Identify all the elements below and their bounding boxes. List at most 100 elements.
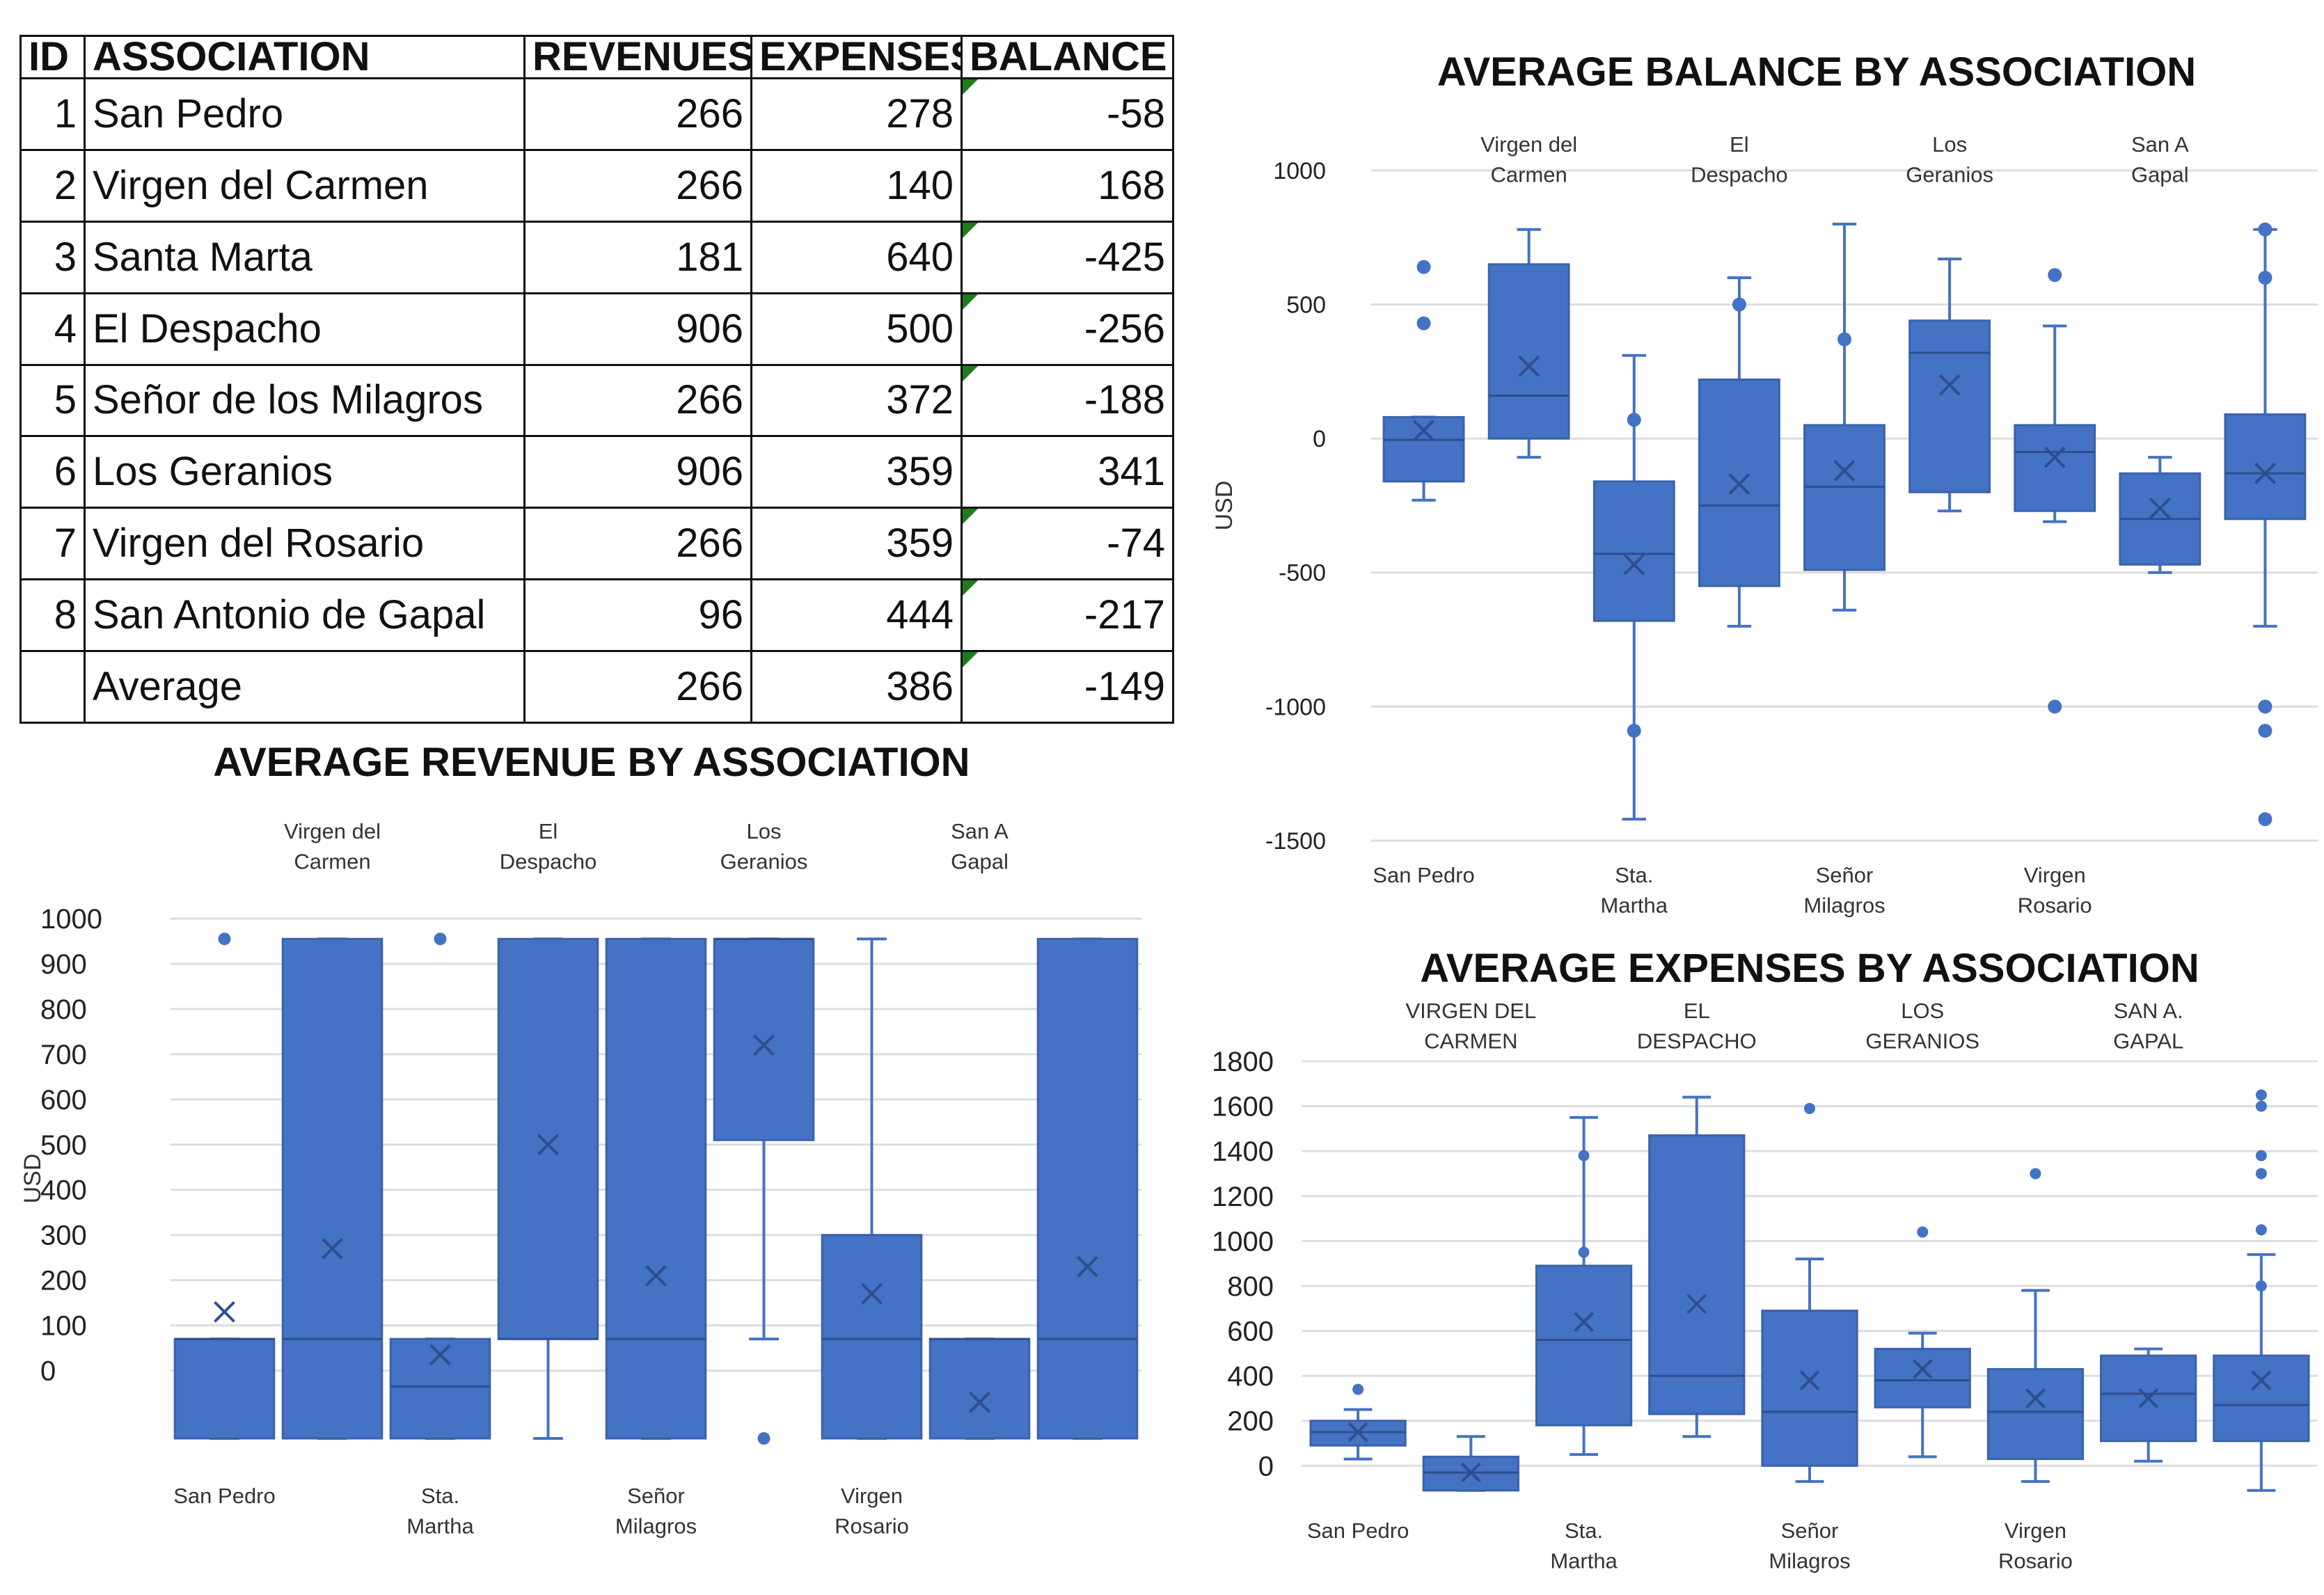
chart-1-y-tick-label: 600 xyxy=(40,1085,87,1116)
chart-0-y-tick-label: -500 xyxy=(1279,560,1326,587)
table-cell-revenues: 181 xyxy=(523,220,752,294)
chart-0-outlier-point xyxy=(2048,268,2062,283)
table-cell-expenses: 359 xyxy=(750,435,963,509)
chart-2-category-label: EL xyxy=(1684,1002,1710,1023)
chart-2-y-tick-label: 800 xyxy=(1227,1271,1274,1302)
chart-0-category-label: Virgen xyxy=(2024,863,2086,887)
chart-1-y-tick-label: 900 xyxy=(40,949,87,980)
chart-1-outlier-point xyxy=(434,933,447,946)
chart-1-category-label: Sta. xyxy=(421,1484,459,1508)
chart-2-mean-marker xyxy=(2025,1388,2046,1408)
chart-1-mean-marker xyxy=(969,1391,990,1413)
chart-1-category-label: Despacho xyxy=(500,849,597,873)
table-cell-id: 7 xyxy=(19,507,86,581)
chart-1-box xyxy=(1036,937,1139,1440)
table-cell-expenses: 140 xyxy=(750,148,963,223)
table-cell-id: 1 xyxy=(19,77,86,151)
table-body: 1 San Pedro 266 278 -58 2 Virgen del Carmen 266… xyxy=(19,77,1174,724)
chart-1-mean-marker xyxy=(429,1344,451,1366)
chart-1-mean-marker xyxy=(1077,1255,1098,1278)
chart-0-mean-marker xyxy=(2044,446,2066,468)
chart-2-y-tick-label: 0 xyxy=(1258,1451,1274,1482)
balance-chart-title: AVERAGE BALANCE BY ASSOCIATION xyxy=(1437,49,2197,95)
chart-0-category-label: Milagros xyxy=(1803,893,1885,917)
table-cell-id: 6 xyxy=(19,435,86,509)
chart-1-y-tick-label: 0 xyxy=(40,1356,56,1387)
table-cell-id: 5 xyxy=(19,363,86,438)
table-row: 6 Los Geranios 906 359 341 xyxy=(19,435,1174,509)
chart-1-mean-marker xyxy=(645,1264,667,1287)
chart-0-category-label: Los xyxy=(1932,132,1967,157)
table-row: 7 Virgen del Rosario 266 359 -74 xyxy=(19,507,1174,581)
chart-0-y-axis-label: USD xyxy=(1211,481,1238,531)
chart-0-box xyxy=(1487,263,1570,440)
table-cell-association: El Despacho xyxy=(84,292,525,366)
table-cell-association: Virgen del Rosario xyxy=(84,507,525,581)
chart-1-mean-marker xyxy=(537,1134,559,1156)
chart-1-category-label: Virgen xyxy=(841,1484,903,1508)
chart-2-mean-marker xyxy=(1912,1358,1933,1379)
chart-2-category-label: San Pedro xyxy=(1307,1518,1409,1543)
chart-0-category-label: El xyxy=(1730,132,1749,157)
balance-box-chart: 1000 500 0 -500 -1000 -1500 USD Virgen del Carme… xyxy=(1211,132,2318,917)
chart-2-outlier-point xyxy=(2255,1168,2267,1180)
chart-1-mean-marker xyxy=(753,1034,775,1056)
chart-2-y-tick-label: 600 xyxy=(1227,1317,1274,1347)
chart-0-category-label: San A xyxy=(2131,132,2189,157)
chart-0-outlier-point xyxy=(1837,332,1851,347)
chart-2-y-tick-label: 1800 xyxy=(1212,1047,1274,1077)
table-cell-association: Santa Marta xyxy=(84,220,525,294)
revenue-box-chart: 10009008007006005004003002001000USDVirge… xyxy=(19,819,1141,1538)
chart-0-category-label: Virgen del xyxy=(1480,132,1577,157)
table-cell-association: Virgen del Carmen xyxy=(84,148,525,223)
chart-1-box xyxy=(605,937,707,1440)
table-row: 8 San Antonio de Gapal 96 444 -217 xyxy=(19,578,1174,652)
table-cell-revenues: 266 xyxy=(523,507,752,581)
chart-1-category-label: Los xyxy=(747,819,782,843)
chart-1-box xyxy=(821,1234,923,1440)
chart-0-mean-marker xyxy=(2149,497,2171,519)
chart-2-y-tick-label: 1200 xyxy=(1212,1182,1274,1212)
chart-2-category-label: LOS xyxy=(1901,1002,1944,1023)
chart-0-outlier-point xyxy=(1627,413,1641,427)
table-cell-expenses: 359 xyxy=(750,507,963,581)
chart-0-category-label: Martha xyxy=(1601,893,1668,917)
chart-1-box xyxy=(928,1338,1031,1440)
chart-2-outlier-point xyxy=(2255,1100,2267,1112)
table-cell-expenses: 640 xyxy=(750,220,963,294)
chart-1-category-label: Señor xyxy=(627,1484,685,1508)
chart-2-outlier-point xyxy=(2030,1168,2041,1180)
header-balance: BALANCE xyxy=(961,35,1174,79)
chart-0-y-tick-label: 500 xyxy=(1286,292,1326,319)
chart-1-outlier-point xyxy=(757,1432,770,1445)
table-cell-balance: 168 xyxy=(961,148,1174,223)
chart-2-y-tick-label: 1600 xyxy=(1212,1092,1274,1122)
expenses-chart-title: AVERAGE EXPENSES BY ASSOCIATION xyxy=(1420,946,2199,991)
table-row: 4 El Despacho 906 500 -256 xyxy=(19,292,1174,366)
table-cell-revenues: 906 xyxy=(523,435,752,509)
table-cell-id xyxy=(19,650,86,724)
table-row: Average 266 386 -149 xyxy=(19,650,1174,724)
chart-1-category-label: San Pedro xyxy=(173,1484,276,1508)
chart-0-category-label: Sta. xyxy=(1615,863,1653,887)
chart-1-y-tick-label: 700 xyxy=(40,1040,87,1070)
chart-2-y-tick-label: 400 xyxy=(1227,1361,1274,1392)
table-row: 5 Señor de los Milagros 266 372 -188 xyxy=(19,363,1174,438)
table-row: 1 San Pedro 266 278 -58 xyxy=(19,77,1174,151)
table-cell-expenses: 444 xyxy=(750,578,963,652)
table-cell-id: 2 xyxy=(19,148,86,223)
chart-2-box xyxy=(2213,1354,2310,1443)
table-cell-balance: 341 xyxy=(961,435,1174,509)
chart-0-box xyxy=(1592,480,1675,622)
chart-0-box xyxy=(1803,424,1886,571)
revenue-chart-title: AVERAGE REVENUE BY ASSOCIATION xyxy=(213,740,970,785)
chart-0-category-label: Gapal xyxy=(2131,162,2189,187)
table-cell-revenues: 906 xyxy=(523,292,752,366)
chart-2-mean-marker xyxy=(1460,1462,1481,1483)
table-cell-expenses: 500 xyxy=(750,292,963,366)
chart-1-y-tick-label: 500 xyxy=(40,1130,87,1161)
chart-2-outlier-point xyxy=(1804,1102,1815,1114)
chart-2-outlier-point xyxy=(1578,1150,1590,1161)
table-cell-association: Señor de los Milagros xyxy=(84,363,525,438)
chart-1-category-label: Rosario xyxy=(835,1514,909,1538)
